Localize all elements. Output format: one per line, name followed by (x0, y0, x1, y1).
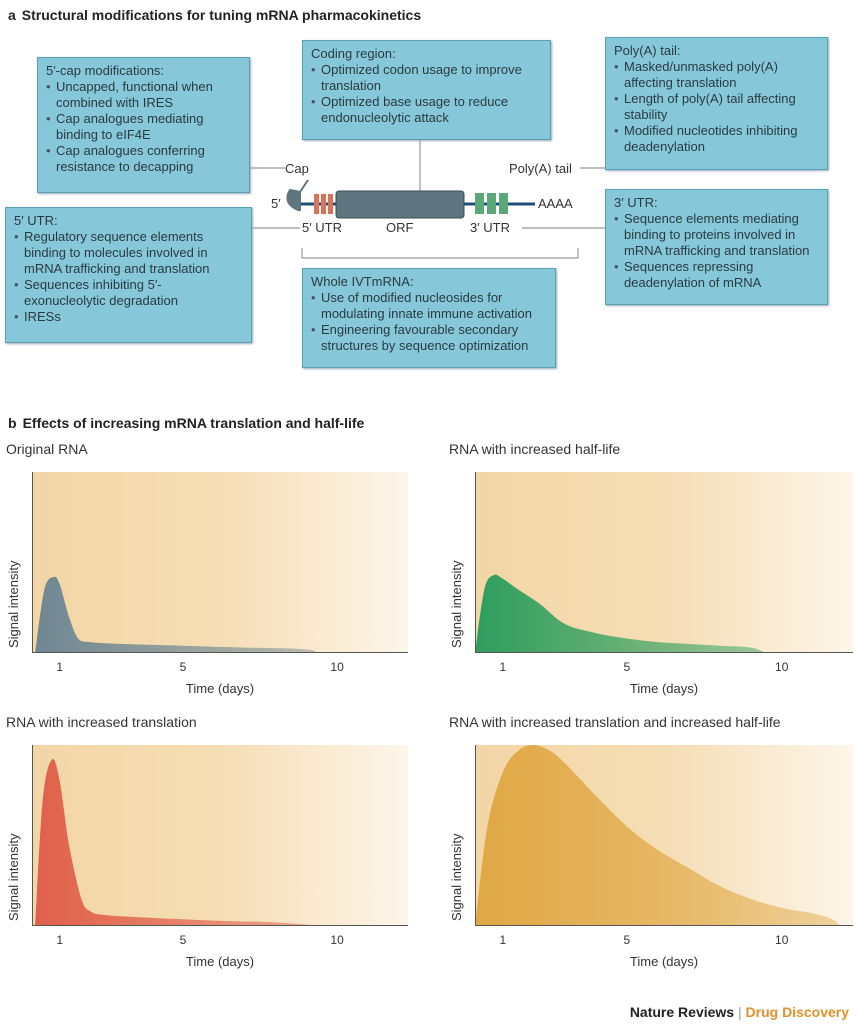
x-tick-label: 10 (775, 933, 789, 947)
box-item: Regulatory sequence elements binding to … (14, 229, 243, 277)
cap-label: Cap (285, 161, 309, 176)
y-axis-label: Signal intensity (449, 833, 464, 921)
box-title: 5′ UTR: (14, 213, 58, 228)
aaaa-label: AAAA (538, 196, 573, 211)
x-axis-label: Time (days) (629, 681, 699, 696)
x-tick-label: 1 (56, 933, 64, 947)
orf-block (335, 190, 465, 219)
box-item: Optimized base usage to reduce endonucle… (311, 94, 542, 126)
y-axis-label: Signal intensity (449, 560, 464, 648)
x-axis-label: Time (days) (185, 954, 255, 969)
box-title: Poly(A) tail: (614, 43, 681, 58)
box-item: Optimized codon usage to improve transla… (311, 62, 542, 94)
plot-title: RNA with increased half-life (449, 441, 621, 457)
x-tick-label: 5 (623, 660, 631, 674)
five-prime-label: 5′ (271, 196, 281, 211)
box-item: Length of poly(A) tail affecting stabili… (614, 91, 819, 123)
utr3-label: 3′ UTR (470, 220, 510, 235)
axes (32, 745, 408, 926)
plot-title: RNA with increased translation (6, 714, 197, 730)
polya-tail-box: Poly(A) tail:Masked/unmasked poly(A) aff… (605, 37, 828, 170)
utr5-box: 5′ UTR:Regulatory sequence elements bind… (5, 207, 252, 343)
x-tick-label: 5 (179, 660, 187, 674)
journal-footer: Nature Reviews | Drug Discovery (629, 1004, 849, 1020)
x-tick-label: 5 (623, 933, 631, 947)
x-tick-label: 5 (179, 933, 187, 947)
box-title: 3′ UTR: (614, 195, 658, 210)
box-item: Modified nucleotides inhibiting deadenyl… (614, 123, 819, 155)
cap-icon (286, 179, 309, 211)
box-item: Sequence elements mediating binding to p… (614, 211, 819, 259)
orf-label: ORF (386, 220, 414, 235)
box-item: Use of modified nucleosides for modulati… (311, 290, 547, 322)
utr5-elements (314, 194, 333, 214)
signal-curve-area (475, 745, 841, 926)
axes (32, 472, 408, 653)
plot-title: Original RNA (6, 441, 88, 457)
mrna-schematic (250, 140, 605, 259)
box-item: Engineering favourable secondary structu… (311, 322, 547, 354)
x-tick-label: 10 (330, 933, 344, 947)
signal-curve-area (35, 576, 316, 653)
box-item: Cap analogues conferring resistance to d… (46, 143, 241, 175)
connector-lines (250, 140, 605, 259)
panel-b-title: b Effects of increasing mRNA translation … (8, 415, 365, 431)
box-title: Whole IVTmRNA: (311, 274, 414, 289)
coding-region-box: Coding region:Optimized codon usage to i… (302, 40, 551, 140)
x-axis-label: Time (days) (629, 954, 699, 969)
plot-background (32, 745, 408, 926)
utr3-box: 3′ UTR:Sequence elements mediating bindi… (605, 189, 828, 305)
x-axis-label: Time (days) (185, 681, 255, 696)
x-tick-label: 1 (499, 933, 507, 947)
cap-modifications-box: 5′-cap modifications:Uncapped, functiona… (37, 57, 250, 193)
x-tick-label: 10 (775, 660, 789, 674)
axes (475, 472, 853, 653)
utr5-label: 5′ UTR (302, 220, 342, 235)
signal-curve-area (35, 758, 322, 926)
box-item: Cap analogues mediating binding to eIF4E (46, 111, 241, 143)
plot-title: RNA with increased translation and incre… (449, 714, 781, 730)
box-item: Sequences repressing deadenylation of mR… (614, 259, 819, 291)
box-item: Uncapped, functional when combined with … (46, 79, 241, 111)
box-title: Coding region: (311, 46, 396, 61)
axes (475, 745, 853, 926)
plot-area (32, 472, 408, 653)
box-item: IRESs (14, 309, 243, 325)
signal-curve-area (475, 574, 767, 653)
box-item: Sequences inhibiting 5′-exonucleolytic d… (14, 277, 243, 309)
x-tick-label: 1 (499, 660, 507, 674)
box-item: Masked/unmasked poly(A) affecting transl… (614, 59, 819, 91)
x-tick-label: 1 (56, 660, 64, 674)
box-title: 5′-cap modifications: (46, 63, 165, 78)
plot-background (32, 472, 408, 653)
plot-area (32, 745, 408, 926)
utr3-elements (475, 193, 508, 214)
whole-ivtmrna-box: Whole IVTmRNA:Use of modified nucleoside… (302, 268, 556, 368)
plot-area (475, 745, 853, 926)
polya-tail-label: Poly(A) tail (509, 161, 572, 176)
x-tick-label: 10 (330, 660, 344, 674)
y-axis-label: Signal intensity (6, 560, 21, 648)
panel-a-title: a Structural modifications for tuning mRN… (8, 7, 422, 23)
plot-area (475, 472, 853, 653)
y-axis-label: Signal intensity (6, 833, 21, 921)
